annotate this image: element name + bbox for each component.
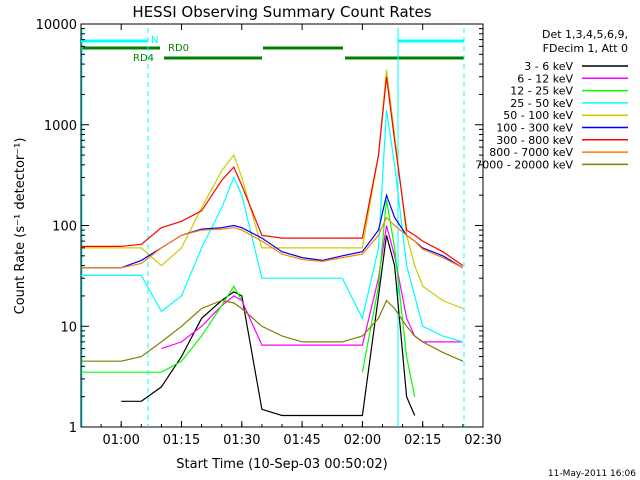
plot-frame xyxy=(80,23,484,428)
legend-label: 7000 - 20000 keV xyxy=(475,158,573,171)
series-line-4 xyxy=(81,69,464,310)
legend-label: 25 - 50 keV xyxy=(510,97,573,110)
x-tick-label: 01:30 xyxy=(223,433,260,448)
legend-header-line: FDecim 1, Att 0 xyxy=(543,42,628,55)
footer-date: 11-May-2011 16:06 xyxy=(548,469,636,479)
series-line-7 xyxy=(81,216,464,269)
legend-label: 800 - 7000 keV xyxy=(489,146,573,159)
legend-label: 6 - 12 keV xyxy=(517,72,573,85)
y-tick-label: 10 xyxy=(60,320,77,335)
y-tick-label: 1000 xyxy=(44,119,77,134)
x-tick-label: 02:30 xyxy=(464,433,501,448)
legend-label: 3 - 6 keV xyxy=(524,60,573,73)
rd4-flag-label: RD4 xyxy=(133,53,154,64)
x-tick-label: 02:15 xyxy=(404,433,441,448)
series-layer xyxy=(81,69,464,417)
y-tick-label: 10000 xyxy=(36,18,77,33)
legend-label: 100 - 300 keV xyxy=(496,122,573,135)
series-line-3 xyxy=(81,109,464,343)
rd0-flag-label: RD0 xyxy=(168,43,189,54)
legend: Det 1,3,4,5,6,9, FDecim 1, Att 0 3 - 6 k… xyxy=(475,28,628,171)
legend-label: 12 - 25 keV xyxy=(510,85,573,98)
observing-flags: N RD0 RD4 xyxy=(81,35,464,64)
x-tick-label: 01:45 xyxy=(283,433,320,448)
x-axis-label: Start Time (10-Sep-03 00:50:02) xyxy=(176,457,387,472)
legend-label: 300 - 800 keV xyxy=(496,134,573,147)
chart-title: HESSI Observing Summary Count Rates xyxy=(132,3,431,21)
y-tick-label: 1 xyxy=(69,421,77,436)
series-line-6 xyxy=(81,76,464,267)
axes-layer: 01:00 01:15 01:30 01:45 02:00 02:15 02:30 1 10 10… xyxy=(36,18,502,448)
x-tick-label: 01:15 xyxy=(163,433,200,448)
series-line-8 xyxy=(81,299,464,362)
series-line-2 xyxy=(81,199,416,397)
series-line-1 xyxy=(161,225,463,350)
legend-header-line: Det 1,3,4,5,6,9, xyxy=(542,28,628,41)
night-flag-label: N xyxy=(151,35,158,46)
x-tick-label: 02:00 xyxy=(344,433,381,448)
legend-label: 50 - 100 keV xyxy=(503,109,573,122)
y-tick-label: 100 xyxy=(52,220,77,235)
y-axis-label: Count Rate (s⁻¹ detector⁻¹) xyxy=(13,138,28,315)
x-tick-label: 01:00 xyxy=(102,433,139,448)
series-line-0 xyxy=(121,235,416,417)
